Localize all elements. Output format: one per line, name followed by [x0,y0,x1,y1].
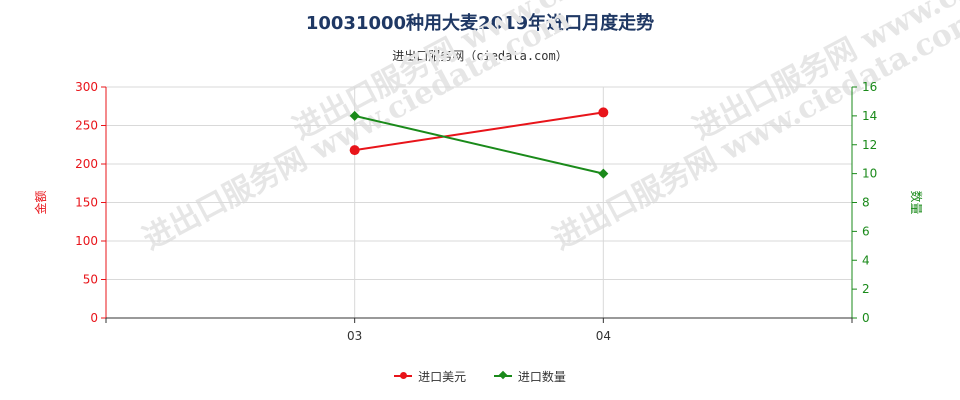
chart-title: 10031000种用大麦2019年进口月度走势 [305,13,655,34]
series-line-0 [354,111,604,152]
data-point-1 [349,110,360,121]
series-line-1 [354,114,604,175]
y-right-tick-label: 14 [862,109,877,123]
y-right-tick-label: 10 [862,167,877,181]
y-left-tick-label: 100 [75,234,98,248]
y-right-tick-label: 4 [862,253,870,267]
y-left-axis-title: 金额 [33,190,48,214]
y-right-tick-label: 16 [862,80,877,94]
y-right-tick-label: 12 [862,138,877,152]
y-right-tick-label: 6 [862,224,870,238]
y-left-tick-label: 150 [75,196,98,210]
y-left-tick-label: 200 [75,157,98,171]
y-right-tick-label: 2 [862,282,870,296]
chart-subtitle: 进出口服务网（ciedata.com） [392,49,568,63]
data-point-0 [349,145,360,156]
x-tick-label: 03 [347,329,362,343]
y-right-axis-title: 数量 [909,190,924,214]
legend: 进口美元 进口数量 [0,366,960,385]
y-right-tick-label: 0 [862,311,870,325]
y-left-tick-label: 0 [90,311,98,325]
watermark-text: 进出口服务网 www.ciedata.com [137,2,576,258]
legend-label-quantity: 进口数量 [517,369,566,384]
y-left-tick-label: 50 [83,273,98,287]
data-point-1 [598,168,609,179]
legend-label-usd: 进口美元 [418,369,467,384]
legend-swatch-quantity [493,370,512,380]
y-right-tick-label: 8 [862,196,870,210]
legend-swatch-usd [394,372,413,379]
legend-item-usd[interactable]: 进口美元 [394,368,466,385]
x-tick-label: 04 [596,329,611,343]
y-left-tick-label: 250 [75,119,98,133]
legend-item-quantity[interactable]: 进口数量 [493,368,566,385]
y-left-tick-label: 300 [75,80,98,94]
data-point-0 [598,107,609,118]
